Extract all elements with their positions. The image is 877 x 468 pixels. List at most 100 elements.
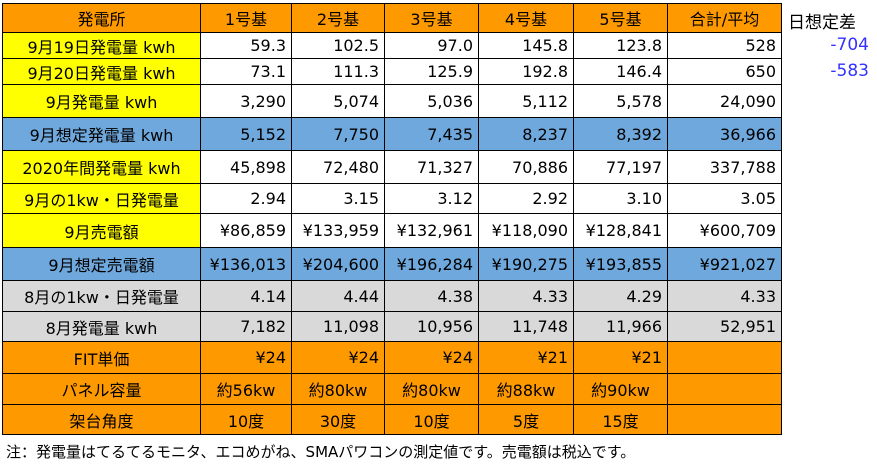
cell: 約88kw bbox=[478, 373, 574, 405]
cell: 4.14 bbox=[200, 280, 292, 312]
cell: 10,956 bbox=[384, 311, 479, 342]
cell: 3.05 bbox=[667, 183, 782, 214]
cell: ¥24 bbox=[384, 341, 479, 374]
cell: 146.4 bbox=[573, 58, 668, 85]
cell: 11,966 bbox=[573, 311, 668, 342]
cell: 10度 bbox=[200, 404, 292, 435]
cell: 4.33 bbox=[667, 280, 782, 312]
cell: 30度 bbox=[291, 404, 385, 435]
cell: 123.8 bbox=[573, 32, 668, 59]
cell: 4.29 bbox=[573, 280, 668, 312]
cell: ¥21 bbox=[478, 341, 574, 374]
cell: 72,480 bbox=[291, 150, 385, 184]
row-label: 架台角度 bbox=[2, 404, 201, 435]
row-label: 2020年間発電量 kwh bbox=[2, 150, 201, 184]
cell: 10度 bbox=[384, 404, 479, 435]
cell: 4.33 bbox=[478, 280, 574, 312]
cell: 36,966 bbox=[667, 117, 782, 151]
cell: 約56kw bbox=[200, 373, 292, 405]
cell: ¥118,090 bbox=[478, 213, 574, 248]
cell: 約80kw bbox=[291, 373, 385, 405]
cell: 650 bbox=[667, 58, 782, 85]
cell bbox=[667, 373, 782, 405]
cell: 71,327 bbox=[384, 150, 479, 184]
cell: ¥24 bbox=[200, 341, 292, 374]
cell: 2.94 bbox=[200, 183, 292, 214]
cell: 3.15 bbox=[291, 183, 385, 214]
cell: 5,152 bbox=[200, 117, 292, 151]
cell: 45,898 bbox=[200, 150, 292, 184]
cell: ¥128,841 bbox=[573, 213, 668, 248]
row-label: 9月19日発電量 kwh bbox=[2, 32, 201, 59]
cell: 111.3 bbox=[291, 58, 385, 85]
row-label: 9月20日発電量 kwh bbox=[2, 58, 201, 85]
cell: 7,435 bbox=[384, 117, 479, 151]
cell: ¥136,013 bbox=[200, 247, 292, 281]
cell: 8,237 bbox=[478, 117, 574, 151]
cell: 7,182 bbox=[200, 311, 292, 342]
header-cell: 2号基 bbox=[291, 3, 385, 33]
cell: 145.8 bbox=[478, 32, 574, 59]
cell: 59.3 bbox=[200, 32, 292, 59]
row-label: 9月想定発電量 kwh bbox=[2, 117, 201, 151]
cell: ¥921,027 bbox=[667, 247, 782, 281]
cell: ¥86,859 bbox=[200, 213, 292, 248]
cell: 8,392 bbox=[573, 117, 668, 151]
cell: 70,886 bbox=[478, 150, 574, 184]
cell: 192.8 bbox=[478, 58, 574, 85]
cell: ¥132,961 bbox=[384, 213, 479, 248]
cell: 約90kw bbox=[573, 373, 668, 405]
header-cell: 1号基 bbox=[200, 3, 292, 33]
cell: 5,036 bbox=[384, 84, 479, 118]
side-title: 日想定差 bbox=[788, 13, 856, 33]
header-cell: 4号基 bbox=[478, 3, 574, 33]
cell: 3,290 bbox=[200, 84, 292, 118]
cell: ¥600,709 bbox=[667, 213, 782, 248]
cell: 52,951 bbox=[667, 311, 782, 342]
cell: 528 bbox=[667, 32, 782, 59]
cell: ¥24 bbox=[291, 341, 385, 374]
cell: 5,578 bbox=[573, 84, 668, 118]
cell: ¥204,600 bbox=[291, 247, 385, 281]
row-label: 9月の1kw・日発電量 bbox=[2, 183, 201, 214]
cell: 2.92 bbox=[478, 183, 574, 214]
row-label: 8月の1kw・日発電量 bbox=[2, 280, 201, 312]
cell: 7,750 bbox=[291, 117, 385, 151]
cell: 11,098 bbox=[291, 311, 385, 342]
cell: 11,748 bbox=[478, 311, 574, 342]
row-label: 8月発電量 kwh bbox=[2, 311, 201, 342]
cell: 337,788 bbox=[667, 150, 782, 184]
cell: 約80kw bbox=[384, 373, 479, 405]
cell: 3.12 bbox=[384, 183, 479, 214]
cell: ¥196,284 bbox=[384, 247, 479, 281]
header-cell: 合計/平均 bbox=[667, 3, 782, 33]
cell: 4.38 bbox=[384, 280, 479, 312]
cell: 102.5 bbox=[291, 32, 385, 59]
cell: 73.1 bbox=[200, 58, 292, 85]
note: 注：発電量はてるてるモニタ、エコめがね、SMAパワコンの測定値です。売電額は税込… bbox=[6, 443, 636, 461]
cell: ¥21 bbox=[573, 341, 668, 374]
cell bbox=[667, 404, 782, 435]
header-cell: 3号基 bbox=[384, 3, 479, 33]
row-label: 9月発電量 kwh bbox=[2, 84, 201, 118]
cell: 4.44 bbox=[291, 280, 385, 312]
cell: ¥190,275 bbox=[478, 247, 574, 281]
cell: 5,074 bbox=[291, 84, 385, 118]
side-value: -704 bbox=[830, 35, 869, 55]
cell: 97.0 bbox=[384, 32, 479, 59]
cell: ¥133,959 bbox=[291, 213, 385, 248]
cell: 77,197 bbox=[573, 150, 668, 184]
header-cell: 5号基 bbox=[573, 3, 668, 33]
cell: 125.9 bbox=[384, 58, 479, 85]
row-label: 9月想定売電額 bbox=[2, 247, 201, 281]
row-label: パネル容量 bbox=[2, 373, 201, 405]
side-value: -583 bbox=[830, 61, 869, 81]
cell: 5,112 bbox=[478, 84, 574, 118]
row-label: FIT単価 bbox=[2, 341, 201, 374]
row-label: 9月売電額 bbox=[2, 213, 201, 248]
header-cell: 発電所 bbox=[2, 3, 201, 33]
cell: ¥193,855 bbox=[573, 247, 668, 281]
cell: 24,090 bbox=[667, 84, 782, 118]
cell: 3.10 bbox=[573, 183, 668, 214]
